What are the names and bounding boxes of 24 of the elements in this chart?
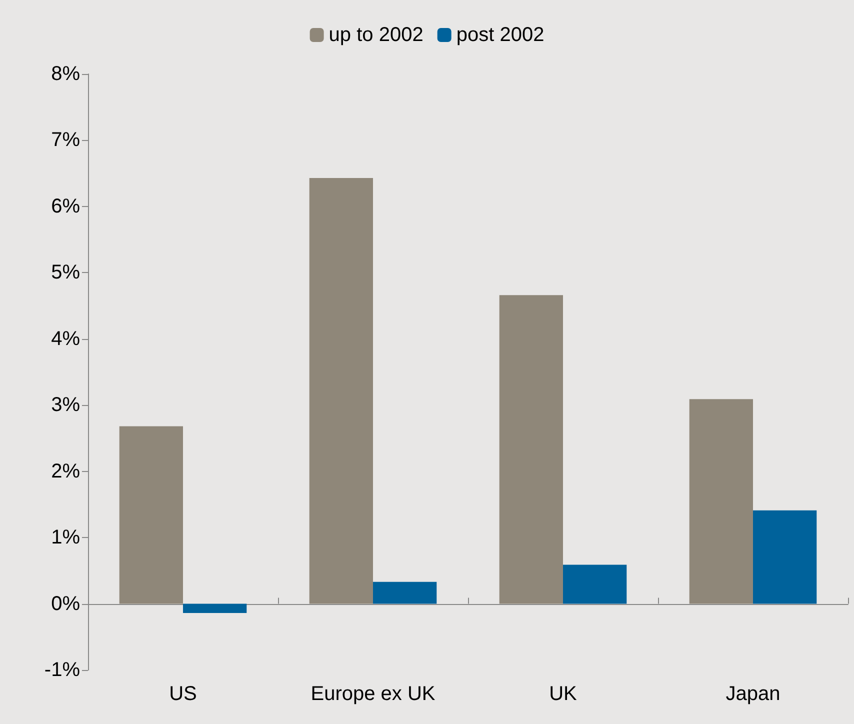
bar (309, 178, 373, 604)
bar (119, 426, 183, 604)
y-tick-label: 1% (51, 526, 80, 549)
legend-label: post 2002 (456, 24, 544, 46)
y-tick-label: 2% (51, 460, 80, 482)
x-tick-label: Japan (726, 683, 780, 705)
legend-label: up to 2002 (328, 24, 424, 46)
bar (373, 582, 437, 604)
y-tick-label: 8% (51, 63, 80, 85)
bar (183, 604, 247, 614)
bar (689, 399, 753, 604)
bar (563, 564, 627, 604)
x-tick-label: US (169, 683, 197, 705)
y-tick-label: 0% (51, 592, 80, 615)
y-tick-label: 5% (51, 262, 80, 284)
bar (499, 295, 563, 604)
x-tick-label: Europe ex UK (310, 683, 436, 705)
y-tick-label: 3% (51, 394, 80, 416)
y-tick-label: 6% (51, 195, 80, 218)
y-tick-label: -1% (44, 659, 80, 681)
x-tick-label: UK (549, 683, 578, 705)
y-tick-label: 7% (51, 129, 80, 152)
bar (753, 510, 817, 604)
y-tick-label: 4% (51, 328, 80, 350)
